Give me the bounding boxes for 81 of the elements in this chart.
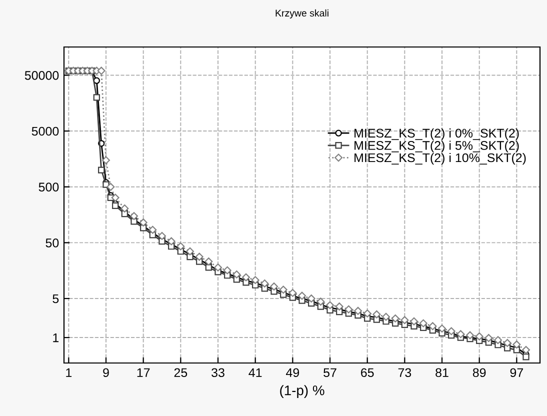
point (176, 242, 185, 250)
point (335, 302, 344, 310)
x-tick-label: 25 (174, 368, 188, 378)
point (186, 253, 194, 260)
point (279, 286, 288, 294)
x-tick-label: 9 (103, 368, 109, 378)
point (298, 292, 306, 300)
point (475, 332, 484, 340)
point (148, 226, 157, 234)
point (363, 309, 372, 318)
point (288, 288, 297, 297)
x-axis-title: (1-p) % (280, 385, 324, 398)
x-tick-label: 41 (248, 368, 262, 377)
x-tick-label: 65 (361, 368, 374, 378)
point (232, 270, 241, 278)
x-tick-label: 73 (398, 368, 412, 378)
point (97, 66, 106, 75)
x-tick-label: 33 (212, 368, 224, 378)
point (354, 306, 362, 315)
point (316, 298, 325, 306)
point (158, 232, 166, 240)
x-tick-label: 17 (137, 368, 150, 377)
point (260, 279, 269, 288)
point (438, 324, 446, 333)
point (112, 202, 119, 210)
point (372, 310, 381, 318)
point (522, 346, 530, 354)
point (344, 305, 353, 314)
y-tick-label: 5 (52, 294, 59, 304)
point (503, 338, 512, 347)
legend-label: MIESZ_KS_T(2) i 5%_SKT(2) (354, 140, 519, 152)
point (130, 212, 138, 220)
point (456, 330, 465, 338)
point (98, 166, 105, 174)
y-tick-label: 500 (38, 182, 59, 192)
x-tick-label: 81 (436, 368, 448, 378)
point (326, 301, 334, 310)
point (382, 312, 390, 321)
point (410, 317, 418, 326)
point (484, 334, 493, 342)
point (111, 194, 120, 202)
point (93, 77, 100, 84)
legend-label: MIESZ_KS_T(2) i 0%_SKT(2) (354, 128, 519, 140)
point (93, 94, 100, 101)
y-tick-label: 50 (46, 238, 59, 248)
point (391, 314, 400, 322)
point (428, 322, 437, 330)
point (494, 336, 502, 344)
point (251, 276, 260, 284)
point (139, 218, 148, 226)
point (120, 204, 129, 212)
point (186, 247, 194, 256)
point (167, 237, 176, 246)
y-tick-label: 1 (53, 333, 59, 342)
point (205, 264, 212, 271)
point (466, 331, 474, 340)
legend-label: MIESZ_KS_T(2) i 10%_SKT(2) (354, 152, 526, 165)
point (195, 252, 204, 261)
point (512, 340, 521, 349)
y-tick-label: 50000 (24, 71, 59, 80)
point (106, 182, 115, 191)
point (242, 273, 250, 282)
x-tick-label: 89 (472, 368, 486, 378)
x-tick-label: 57 (324, 368, 336, 378)
point (158, 238, 166, 245)
point (522, 354, 530, 360)
x-tick-label: 97 (510, 368, 523, 378)
point (400, 316, 409, 324)
point (270, 282, 278, 291)
point (214, 263, 222, 272)
chart-title: Krzywe skali (276, 9, 328, 18)
point (223, 266, 232, 274)
y-tick-label: 5000 (32, 126, 59, 136)
point (447, 327, 456, 336)
x-tick-label: 49 (286, 368, 300, 378)
x-tick-label: 1 (66, 368, 72, 377)
point (419, 319, 428, 328)
point (307, 294, 316, 303)
point (513, 346, 520, 354)
point (204, 258, 213, 266)
point (102, 156, 110, 164)
